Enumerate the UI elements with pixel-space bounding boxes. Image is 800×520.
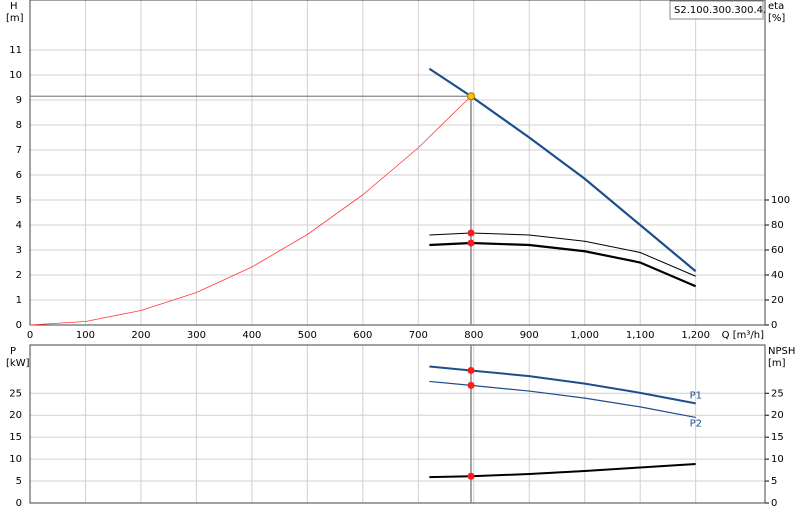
y2-tick-label: 100 (771, 195, 790, 206)
y2-label: eta (768, 1, 784, 12)
y-label: H (10, 1, 18, 12)
y-tick-label: 11 (9, 45, 22, 56)
y-tick-label: 10 (9, 70, 22, 81)
x-tick-label: 600 (353, 330, 372, 341)
y2-tick-label: 0 (771, 320, 777, 331)
y-tick-label: 0 (16, 320, 22, 331)
y-tick-label: 5 (16, 476, 22, 487)
y-tick-label: 20 (9, 410, 22, 421)
x-tick-label: 0 (27, 330, 33, 341)
y2-tick-label: 20 (771, 410, 784, 421)
x-label: Q [m³/h] (722, 330, 764, 341)
y-label: P (10, 346, 16, 357)
x-tick-label: 700 (409, 330, 428, 341)
y2-tick-label: 5 (771, 476, 777, 487)
y2-tick-label: 60 (771, 245, 784, 256)
y2-tick-label: 40 (771, 270, 784, 281)
curve-label: P1 (690, 390, 702, 401)
x-tick-label: 500 (298, 330, 317, 341)
y-tick-label: 25 (9, 388, 22, 399)
y-tick-label: 4 (16, 220, 22, 231)
y-unit: [m] (6, 13, 24, 24)
y-tick-label: 0 (16, 498, 22, 509)
y-tick-label: 9 (16, 95, 22, 106)
y2-tick-label: 80 (771, 220, 784, 231)
operating-dot (467, 239, 475, 247)
y-tick-label: 1 (16, 295, 22, 306)
operating-dot (467, 472, 475, 480)
curve (429, 241, 697, 288)
x-tick-label: 300 (187, 330, 206, 341)
title: S2.100.300.300.4. (674, 5, 766, 16)
y-unit: [kW] (6, 358, 30, 369)
plot-area (30, 0, 765, 325)
y2-tick-label: 20 (771, 295, 784, 306)
y2-tick-label: 10 (771, 454, 784, 465)
curve (429, 462, 696, 479)
y-tick-label: 2 (16, 270, 22, 281)
operating-dot (467, 229, 475, 237)
x-tick-label: 200 (131, 330, 150, 341)
y-tick-label: 3 (16, 245, 22, 256)
x-tick-label: 400 (242, 330, 261, 341)
y-tick-label: 8 (16, 120, 22, 131)
curve (429, 365, 696, 405)
curve (29, 95, 472, 326)
plot-border (29, 0, 766, 326)
x-tick-label: 1,200 (681, 330, 710, 341)
plot-area (30, 345, 765, 503)
x-tick-label: 900 (520, 330, 539, 341)
y2-tick-label: 0 (771, 498, 777, 509)
x-tick-label: 1,000 (570, 330, 599, 341)
y2-unit: [%] (768, 13, 785, 24)
y-tick-label: 6 (16, 170, 22, 181)
operating-dot (467, 381, 475, 389)
operating-dot (467, 366, 475, 374)
curve (429, 380, 696, 419)
curve (428, 67, 697, 273)
plot-border (29, 344, 766, 504)
curve-label: P2 (690, 418, 702, 429)
y-tick-label: 7 (16, 145, 22, 156)
title-box (669, 0, 764, 20)
y2-label: NPSH (768, 346, 795, 357)
y-tick-label: 10 (9, 454, 22, 465)
x-tick-label: 1,100 (626, 330, 655, 341)
x-tick-label: 100 (76, 330, 95, 341)
x-tick-label: 800 (464, 330, 483, 341)
y2-unit: [m] (768, 358, 786, 369)
curve (429, 232, 696, 277)
y2-tick-label: 15 (771, 432, 784, 443)
y-tick-label: 15 (9, 432, 22, 443)
duty-point (467, 92, 475, 101)
y2-tick-label: 25 (771, 388, 784, 399)
y-tick-label: 5 (16, 195, 22, 206)
